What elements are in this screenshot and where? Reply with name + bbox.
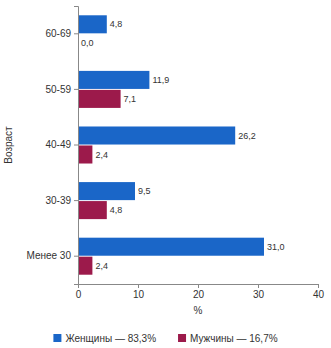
bar <box>78 126 235 144</box>
legend-label: Женщины — 83,3% <box>65 333 156 344</box>
data-labels: 4,8 11,9 26,2 9,5 31,0 0,0 7,1 2,4 4,8 2,4 <box>81 19 285 270</box>
data-label: 31,0 <box>267 242 285 252</box>
axis-line <box>74 7 79 285</box>
x-axis-title: % <box>194 305 203 316</box>
data-label: 11,9 <box>152 75 169 85</box>
bar <box>78 71 149 89</box>
tick-mark <box>318 284 319 288</box>
x-axis: 0 10 20 30 40 <box>76 284 325 300</box>
tick-label: 40 <box>313 289 325 300</box>
tick-label: 40-49 <box>45 139 71 150</box>
tick-label: 20 <box>193 289 205 300</box>
tick-mark <box>74 145 78 146</box>
tick-label: 10 <box>133 289 145 300</box>
bar <box>78 201 107 219</box>
legend: Женщины — 83,3% Мужчины — 16,7% <box>53 333 277 344</box>
tick: 30 <box>253 284 265 300</box>
bar <box>78 145 92 163</box>
tick: 20 <box>193 284 205 300</box>
data-label: 9,5 <box>138 186 151 196</box>
tick-mark <box>258 284 259 288</box>
tick: 40-49 <box>45 139 78 150</box>
tick-mark <box>138 284 139 288</box>
tick: 60-69 <box>45 28 78 39</box>
data-label: 2,4 <box>95 261 108 271</box>
plot: 4,8 11,9 26,2 9,5 31,0 0,0 7,1 2,4 4,8 2,4 0 10 20 30… <box>26 7 324 301</box>
tick-label: 30-39 <box>45 195 71 206</box>
tick: 30-39 <box>45 195 78 206</box>
bars <box>78 15 264 274</box>
bar <box>78 90 121 108</box>
legend-swatch <box>53 334 61 342</box>
tick-label: Менее 30 <box>26 250 71 261</box>
data-label: 26,2 <box>238 131 256 141</box>
bar <box>78 182 135 200</box>
tick: 10 <box>133 284 145 300</box>
legend-label: Мужчины — 16,7% <box>190 333 278 344</box>
tick-mark <box>74 256 78 257</box>
tick-label: 30 <box>253 289 265 300</box>
data-label: 0,0 <box>81 38 94 48</box>
legend-swatch <box>178 334 186 342</box>
tick-label: 60-69 <box>45 28 71 39</box>
bar <box>78 15 107 33</box>
y-axis: 60-69 50-59 40-49 30-39 Менее 30 <box>26 7 78 285</box>
data-label: 4,8 <box>110 205 123 215</box>
tick: 0 <box>76 284 82 300</box>
chart: 4,8 11,9 26,2 9,5 31,0 0,0 7,1 2,4 4,8 2,4 0 10 20 30… <box>0 0 331 348</box>
legend-item: Мужчины — 16,7% <box>178 333 278 344</box>
tick-mark <box>74 33 78 34</box>
tick-mark <box>74 89 78 90</box>
legend-item: Женщины — 83,3% <box>53 333 156 344</box>
axis-line <box>79 285 319 289</box>
bar <box>78 238 264 256</box>
data-label: 7,1 <box>124 94 137 104</box>
data-label: 4,8 <box>110 19 123 29</box>
tick: 40 <box>313 284 325 300</box>
tick: 50-59 <box>45 84 78 95</box>
tick-label: 0 <box>76 289 82 300</box>
tick-label: 50-59 <box>45 84 71 95</box>
data-label: 2,4 <box>95 150 108 160</box>
tick-mark <box>198 284 199 288</box>
tick-mark <box>74 200 78 201</box>
y-axis-title: Возраст <box>3 126 14 164</box>
bar <box>78 257 92 275</box>
tick: Менее 30 <box>26 250 78 261</box>
